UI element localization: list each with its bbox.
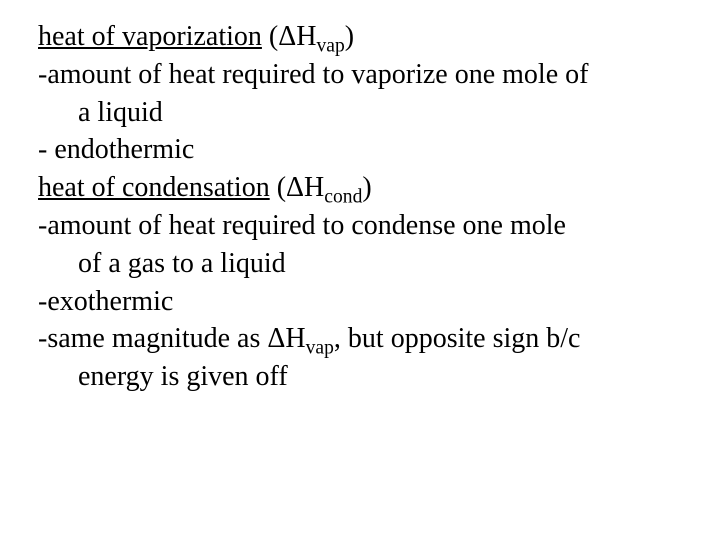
line-9a: -same magnitude as [38, 323, 267, 354]
h-1: H [296, 21, 316, 52]
sub-cond: cond [324, 187, 362, 208]
paren-open-2: ( [270, 172, 286, 203]
line-10: energy is given off [38, 358, 690, 396]
delta-3: Δ [267, 323, 285, 354]
h-2: H [304, 172, 324, 203]
line-4: - endothermic [38, 131, 690, 169]
line-3: a liquid [38, 94, 690, 132]
delta-2: Δ [286, 172, 304, 203]
line-8: -exothermic [38, 283, 690, 321]
line-2: -amount of heat required to vaporize one… [38, 56, 690, 94]
line-6: -amount of heat required to condense one… [38, 207, 690, 245]
sub-vap-2: vap [306, 338, 334, 359]
line-9b: , but opposite sign b/c [334, 323, 581, 354]
delta-1: Δ [278, 21, 296, 52]
paren-close-2: ) [362, 172, 371, 203]
paren-close-1: ) [345, 21, 354, 52]
line-1: heat of vaporization (ΔHvap) [38, 18, 690, 56]
line-9: -same magnitude as ΔHvap, but opposite s… [38, 320, 690, 358]
paren-open-1: ( [262, 21, 278, 52]
term-heat-of-condensation: heat of condensation [38, 172, 270, 203]
line-5: heat of condensation (ΔHcond) [38, 169, 690, 207]
h-3: H [285, 323, 305, 354]
term-heat-of-vaporization: heat of vaporization [38, 21, 262, 52]
line-7: of a gas to a liquid [38, 245, 690, 283]
sub-vap-1: vap [316, 36, 344, 57]
slide-content: heat of vaporization (ΔHvap) -amount of … [0, 0, 720, 396]
